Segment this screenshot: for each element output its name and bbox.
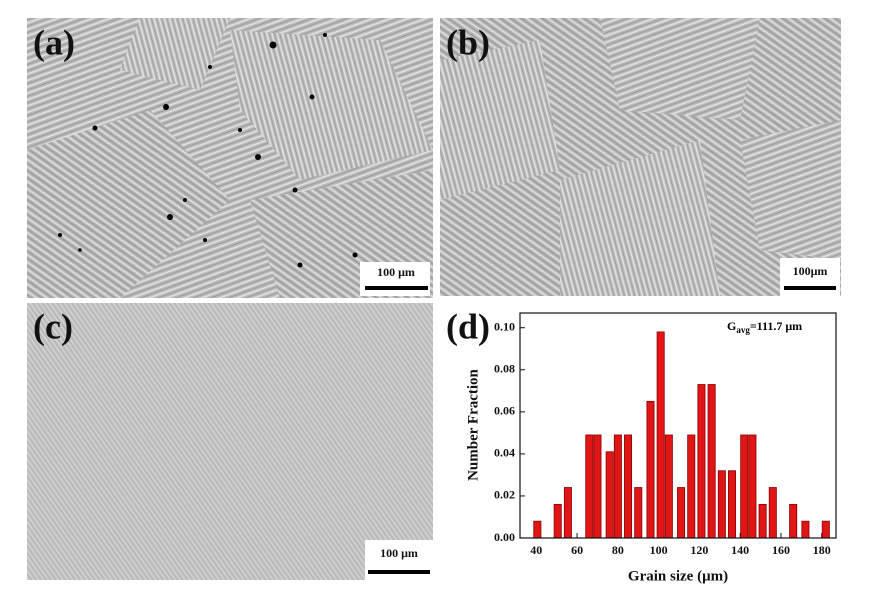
- annotation-rest: =111.7 μm: [750, 319, 802, 333]
- bar: [563, 487, 572, 539]
- x-axis-label: Grain size (μm): [628, 568, 728, 584]
- bar: [758, 503, 767, 539]
- bar: [728, 470, 737, 539]
- bar: [553, 503, 562, 539]
- bar: [593, 434, 602, 539]
- bar: [717, 470, 726, 539]
- annotation-sub: avg: [736, 325, 750, 335]
- bar: [533, 520, 542, 539]
- y-axis-label: Number Fraction: [465, 368, 481, 480]
- bar: [624, 434, 633, 539]
- x-tick-label: 160: [772, 543, 790, 557]
- bar: [821, 520, 830, 539]
- x-tick-label: 40: [530, 543, 542, 557]
- bar: [634, 487, 643, 539]
- panel-label: (a): [33, 22, 75, 62]
- y-tick-label: 0.00: [494, 530, 515, 544]
- bar: [605, 451, 614, 539]
- x-tick-label: 120: [690, 543, 708, 557]
- bar: [707, 384, 716, 539]
- scale-bar-label: 100μm: [793, 264, 828, 278]
- bar: [585, 434, 594, 539]
- x-tick-label: 80: [612, 543, 624, 557]
- y-tick-label: 0.02: [494, 488, 515, 502]
- y-tick-label: 0.04: [494, 446, 515, 460]
- y-tick-label: 0.08: [494, 362, 515, 376]
- panel-label: (b): [446, 22, 490, 62]
- x-tick-label: 60: [571, 543, 583, 557]
- bar: [677, 487, 686, 539]
- bar: [613, 434, 622, 539]
- bar: [664, 434, 673, 539]
- annotation: Gavg=111.7 μm: [727, 319, 802, 335]
- bar: [697, 384, 706, 539]
- micrograph-a: [27, 18, 433, 298]
- plot-frame: [519, 312, 837, 539]
- bar: [646, 400, 655, 539]
- x-tick-label: 140: [731, 543, 749, 557]
- bar: [748, 434, 757, 539]
- micrograph-c: [27, 303, 433, 580]
- scale-bar-label: 100 μm: [377, 265, 415, 279]
- bar: [789, 503, 798, 539]
- x-tick-label: 100: [650, 543, 668, 557]
- histogram: 40 60 80 100 120 140 160 180 0.00 0.02 0.04 0.06 0.0…: [494, 319, 831, 556]
- micrograph-b: [440, 18, 841, 296]
- bar: [687, 434, 696, 539]
- y-tick-label: 0.10: [494, 319, 515, 333]
- panel-label: (d): [446, 306, 490, 346]
- bar: [656, 331, 665, 539]
- bar: [740, 434, 749, 539]
- bar: [801, 520, 810, 539]
- y-tick-label: 0.06: [494, 404, 515, 418]
- panel-label: (c): [33, 306, 73, 346]
- bar: [768, 487, 777, 539]
- scale-bar-label: 100 μm: [380, 546, 418, 560]
- x-tick-label: 180: [813, 543, 831, 557]
- annotation-base: G: [727, 319, 736, 333]
